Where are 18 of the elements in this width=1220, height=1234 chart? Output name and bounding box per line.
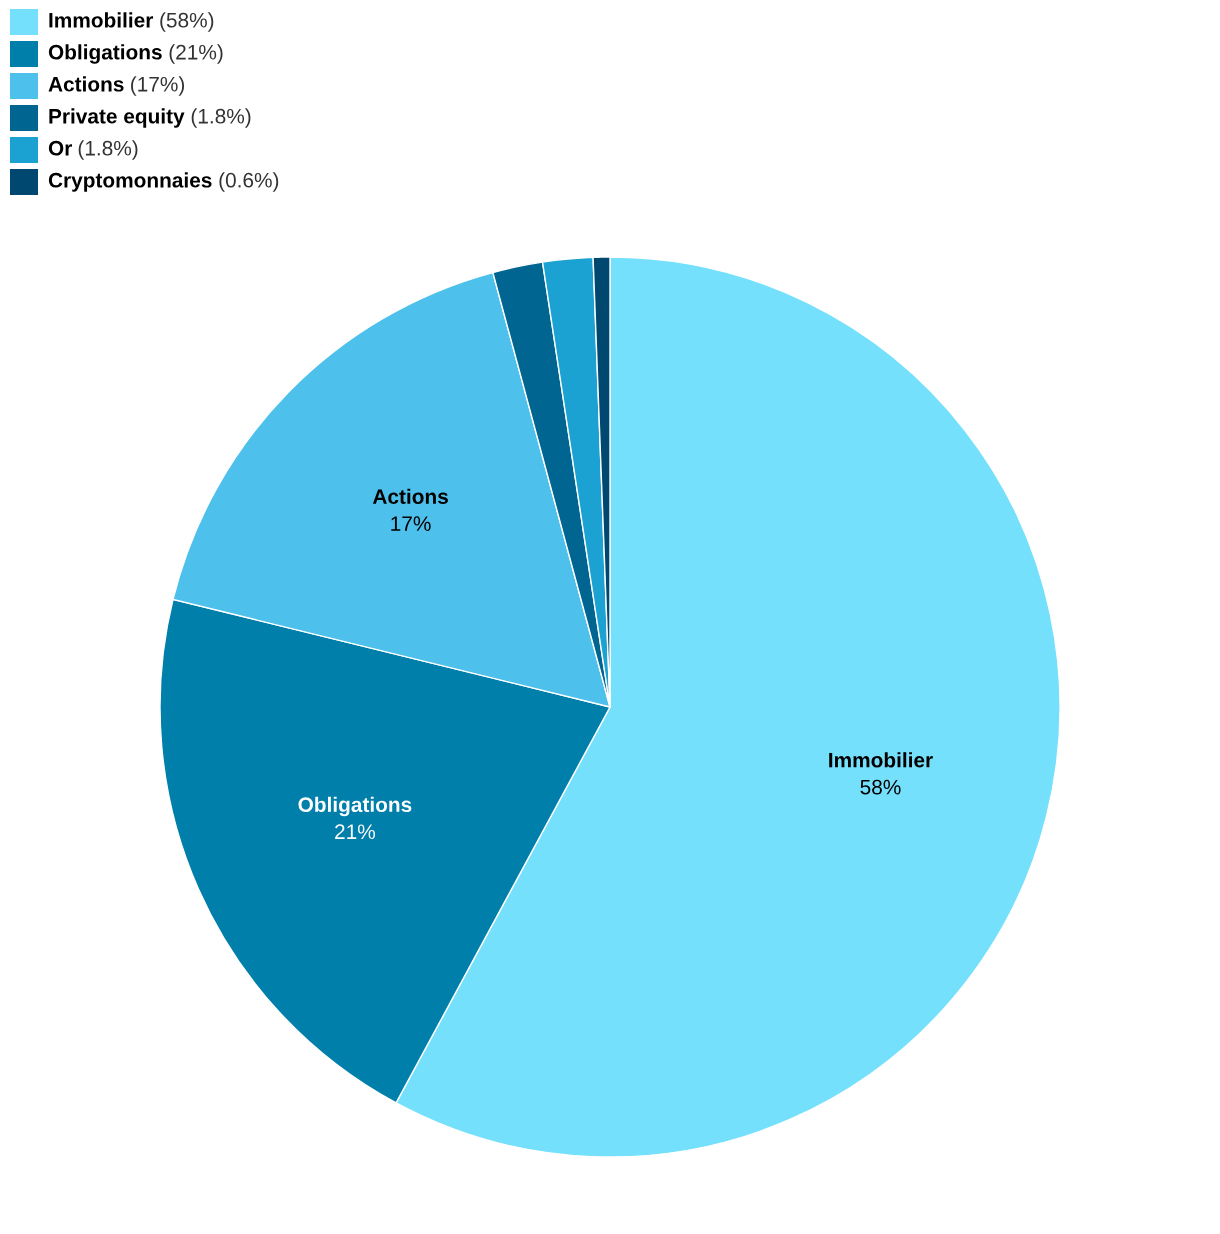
- text: (1.8%): [191, 108, 251, 128]
- text: (1.8%): [78, 140, 138, 160]
- text: (0.6%): [219, 172, 279, 192]
- legend-label: Private equity: [49, 108, 185, 128]
- text: (17%): [131, 76, 185, 96]
- text: (58%): [160, 12, 214, 32]
- slice-label: Immobilier: [829, 752, 933, 768]
- data-label: 58%: [860, 779, 901, 795]
- data-label: 17%: [391, 516, 431, 531]
- legend-label: Or: [48, 140, 72, 156]
- text: (21%): [169, 44, 223, 64]
- legend-label: Immobilier: [49, 12, 154, 28]
- legend-label: Obligations: [48, 44, 162, 64]
- legend-label: Cryptomonnaies: [48, 172, 212, 192]
- slice-label: Obligations: [298, 796, 412, 817]
- legend-label: Actions: [48, 76, 124, 92]
- data-label: 21%: [335, 824, 376, 840]
- slice-label: Actions: [372, 488, 448, 504]
